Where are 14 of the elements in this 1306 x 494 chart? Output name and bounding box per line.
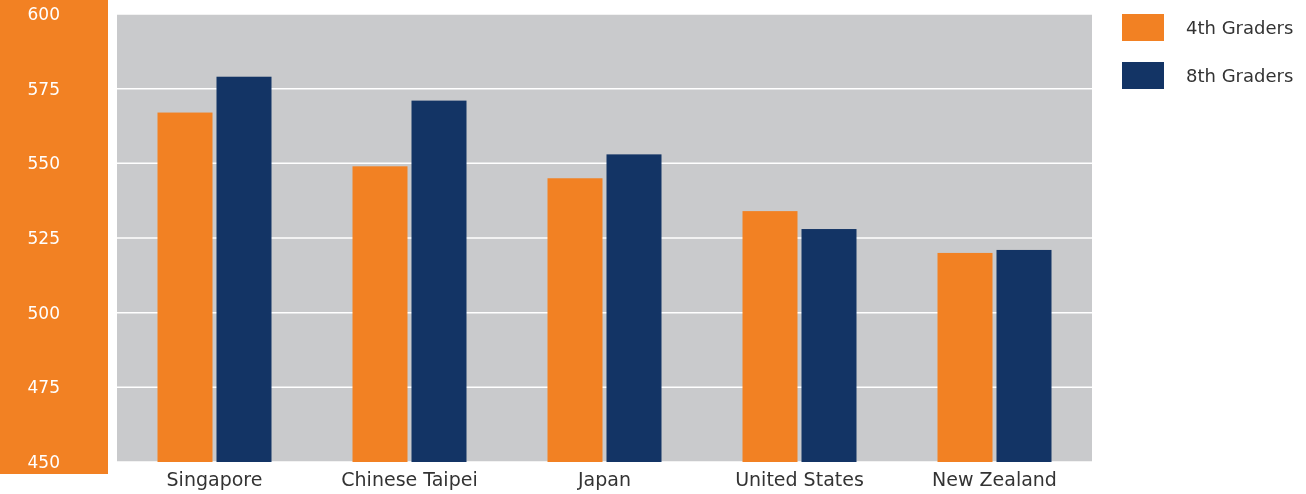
legend-label: 8th Graders bbox=[1186, 65, 1294, 87]
x-tick-label: Japan bbox=[577, 468, 631, 490]
x-tick-label: United States bbox=[735, 468, 864, 490]
x-tick-label: Singapore bbox=[166, 468, 263, 490]
y-tick-label: 550 bbox=[27, 153, 60, 174]
x-tick-label: Chinese Taipei bbox=[341, 468, 478, 490]
legend-label: 4th Graders bbox=[1186, 17, 1294, 39]
y-tick-label: 500 bbox=[27, 302, 60, 323]
y-tick-label: 525 bbox=[27, 227, 60, 248]
y-tick-label: 600 bbox=[27, 3, 60, 24]
x-tick-label: New Zealand bbox=[932, 468, 1057, 490]
y-tick-label: 475 bbox=[27, 377, 60, 398]
y-tick-label: 450 bbox=[27, 451, 60, 472]
y-tick-label: 575 bbox=[27, 78, 60, 99]
